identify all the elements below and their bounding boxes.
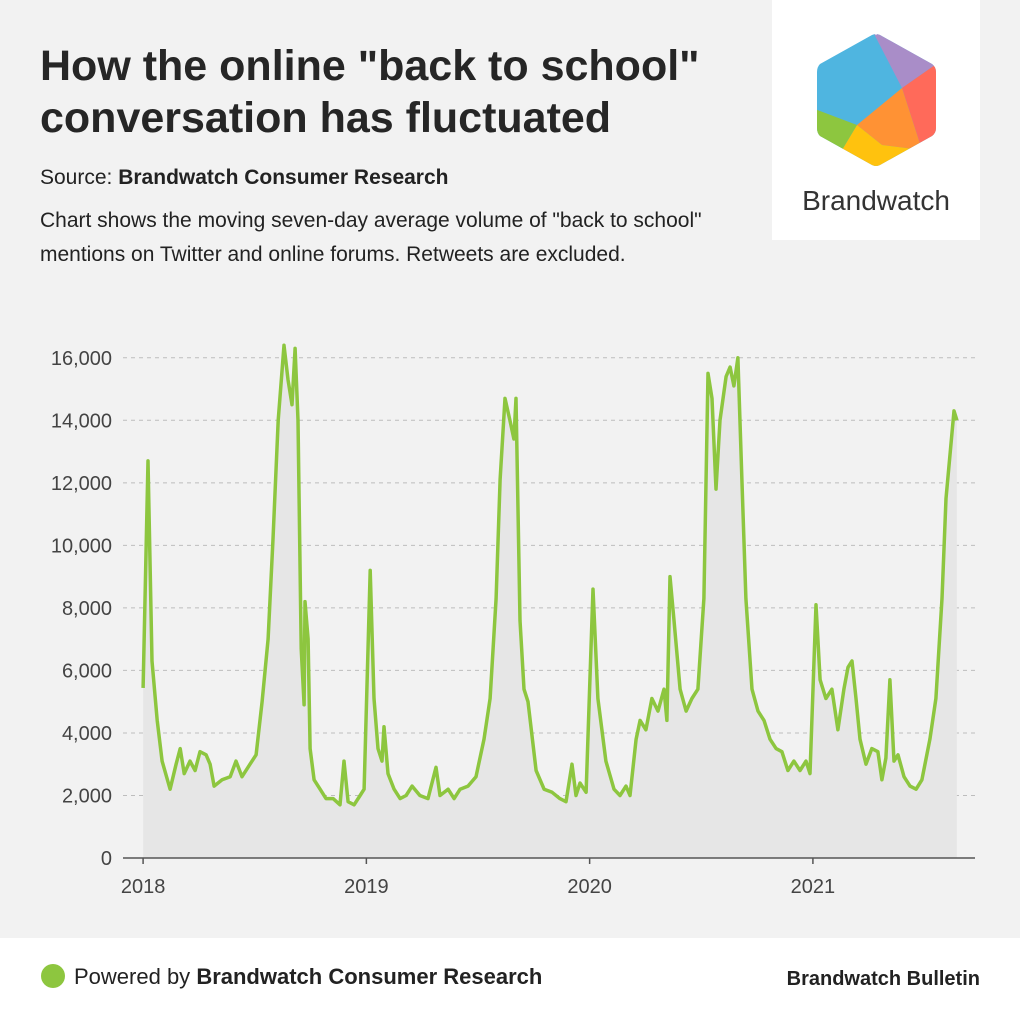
logo-text: Brandwatch [802, 185, 950, 216]
y-tick-label: 16,000 [51, 348, 112, 370]
x-tick-label: 2020 [567, 876, 612, 898]
logo-box: Brandwatch [772, 0, 980, 240]
x-tick-label: 2021 [791, 876, 836, 898]
y-tick-label: 14,000 [51, 410, 112, 432]
powered-label: Powered by [74, 964, 191, 989]
y-tick-label: 12,000 [51, 473, 112, 495]
y-tick-label: 2,000 [62, 785, 112, 807]
logo: Brandwatch [802, 34, 950, 216]
footer: Powered by Brandwatch Consumer Research … [0, 938, 1020, 1020]
x-tick-label: 2018 [121, 876, 166, 898]
powered-line: Powered by Brandwatch Consumer Research [74, 964, 542, 990]
logo-mark [817, 34, 936, 167]
y-tick-label: 8,000 [62, 598, 112, 620]
source-line: Source: Brandwatch Consumer Research [40, 166, 449, 190]
x-tick-label: 2019 [344, 876, 389, 898]
chart: 0 2,000 4,000 6,000 8,000 10,000 12,000 14,000 1… [51, 343, 975, 898]
line [141, 343, 959, 807]
footer-brand: Brandwatch Bulletin [786, 968, 980, 990]
y-tick-label: 0 [101, 848, 112, 870]
title: How the online "back to school" conversa… [40, 42, 700, 142]
y-tick-label: 10,000 [51, 535, 112, 557]
powered-name: Brandwatch Consumer Research [196, 964, 543, 989]
y-tick-label: 4,000 [62, 723, 112, 745]
source-name: Brandwatch Consumer Research [118, 166, 449, 189]
description: Chart shows the moving seven-day average… [40, 209, 702, 266]
footer-dot [41, 964, 65, 988]
source-label: Source: [40, 166, 113, 189]
y-tick-label: 6,000 [62, 660, 112, 682]
area [143, 345, 957, 858]
